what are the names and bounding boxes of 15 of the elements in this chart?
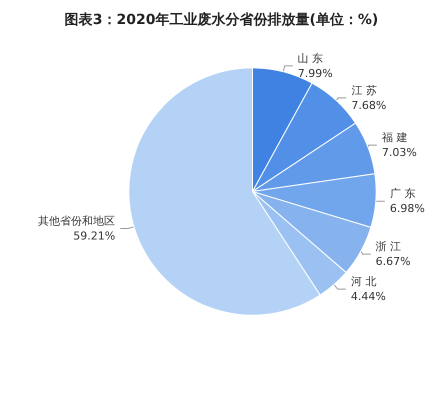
data-label: 59.21%: [73, 230, 116, 243]
slice-label: 浙 江: [376, 240, 402, 254]
data-label: 7.03%: [382, 146, 417, 160]
data-label: 6.98%: [390, 202, 425, 216]
data-label: 7.68%: [351, 98, 386, 112]
slice-label: 广 东: [390, 187, 416, 200]
chart-title: 图表3：2020年工业废水分省份排放量(单位：%): [64, 11, 378, 28]
slice-label: 河 北: [350, 275, 376, 288]
data-label: 6.67%: [376, 255, 411, 268]
data-label: 7.99%: [298, 66, 333, 80]
slice-label: 其他省份和地区: [38, 214, 116, 228]
slice-label: 福 建: [382, 131, 408, 144]
slice-label: 江 苏: [351, 84, 377, 97]
data-label: 4.44%: [350, 290, 386, 304]
slice-label: 山 东: [298, 52, 324, 65]
